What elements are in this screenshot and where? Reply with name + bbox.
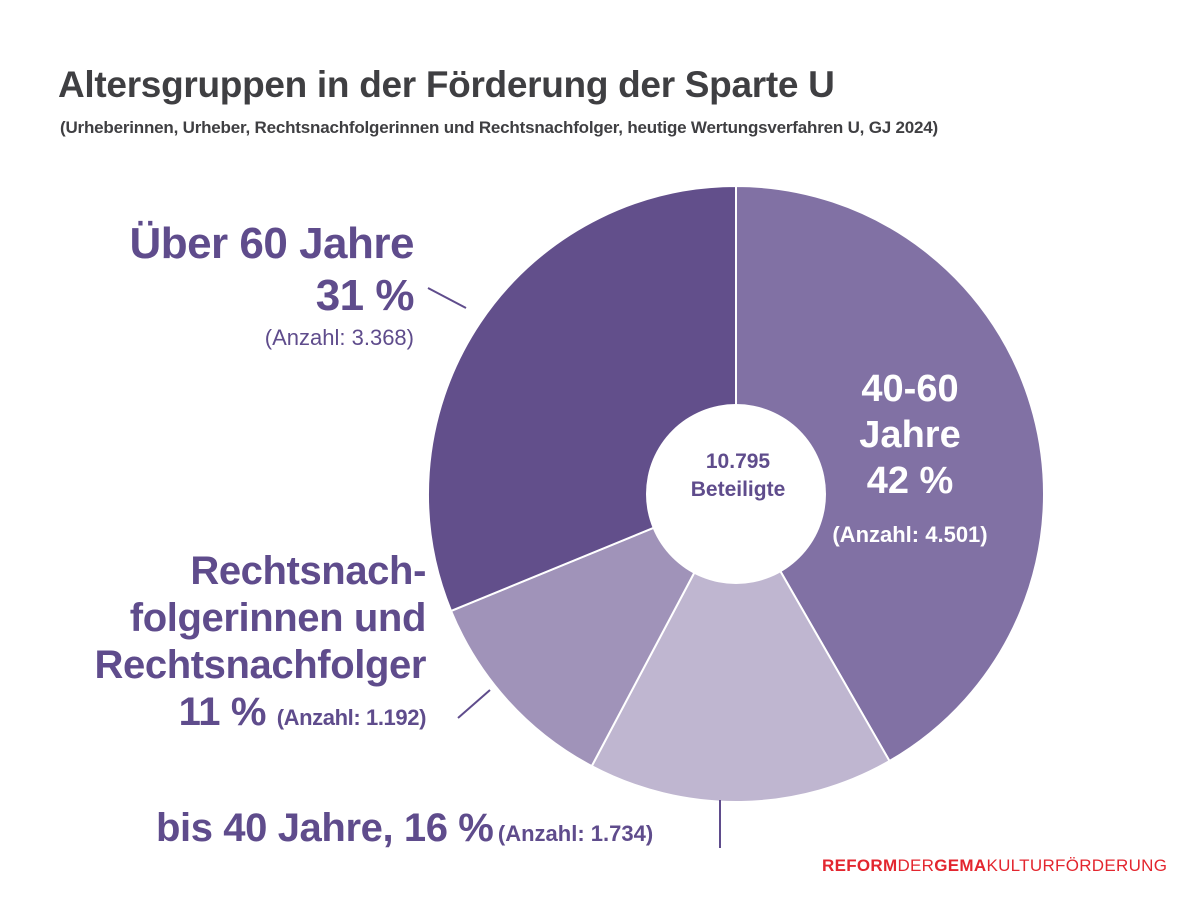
brand-logo: REFORMDERGEMAKULTURFÖRDERUNG — [822, 856, 1167, 876]
brand-part-kulturfoerderung: KULTURFÖRDERUNG — [986, 856, 1168, 875]
label-40-60: 40-60 Jahre 42 % (Anzahl: 4.501) — [810, 366, 1010, 556]
label-40-60-name-line1: 40-60 — [861, 368, 959, 410]
pie-slice-1 — [590, 491, 891, 803]
label-40-60-count: (Anzahl: 4.501) — [832, 522, 988, 547]
label-40-60-percent: 42 % — [866, 460, 954, 502]
donut-hole — [646, 404, 826, 584]
chart-subtitle: (Urheberinnen, Urheber, Rechtsnachfolger… — [60, 118, 938, 137]
label-over-60-percent: 31 % — [315, 271, 415, 320]
label-over-60-name: Über 60 Jahre — [129, 219, 414, 268]
brand-part-gema: GEMA — [934, 856, 987, 875]
label-under-40-name: bis 40 Jahre, 16 % — [156, 806, 494, 850]
center-total-label: Beteiligte — [690, 478, 786, 501]
label-over-60-count: (Anzahl: 3.368) — [264, 325, 414, 350]
label-successors-line3: Rechtsnachfolger — [94, 643, 427, 687]
chart-title: Altersgruppen in der Förderung der Spart… — [58, 64, 835, 105]
label-successors-percent: 11 % — [178, 690, 267, 734]
pie-slice-0 — [735, 184, 1045, 763]
label-successors-count: (Anzahl: 1.192) — [276, 705, 427, 730]
brand-part-reform: REFORM — [822, 856, 898, 875]
leader-line-successors — [457, 689, 491, 719]
label-under-40: bis 40 Jahre, 16 % (Anzahl: 1.734) — [156, 806, 653, 851]
leader-line-over60 — [427, 287, 467, 309]
pie-slice-2 — [449, 492, 739, 768]
label-successors: Rechtsnach- folgerinnen und Rechtsnachfo… — [94, 548, 427, 741]
center-label: 10.795 Beteiligte — [648, 448, 828, 504]
label-under-40-count: (Anzahl: 1.734) — [497, 821, 654, 846]
brand-part-der: DER — [897, 856, 935, 875]
label-successors-percent-row: 11 % (Anzahl: 1.192) — [95, 689, 427, 741]
label-successors-line1: Rechtsnach- — [190, 549, 426, 593]
label-successors-line2: folgerinnen und — [129, 596, 427, 640]
center-total: 10.795 — [705, 450, 771, 473]
label-over-60: Über 60 Jahre 31 % (Anzahl: 3.368) — [129, 218, 414, 354]
label-40-60-name-line2: Jahre — [859, 414, 961, 456]
